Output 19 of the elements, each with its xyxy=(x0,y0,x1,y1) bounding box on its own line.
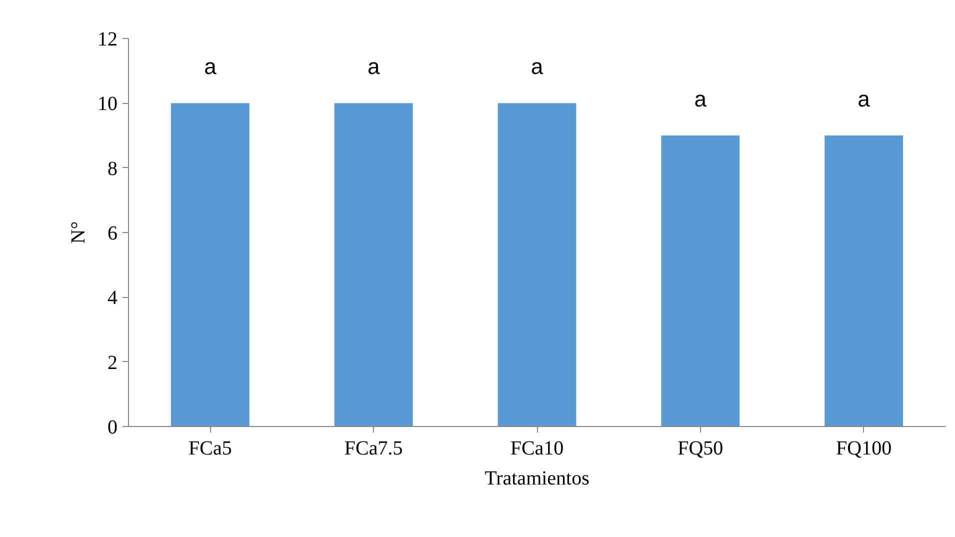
annotation: a xyxy=(694,86,708,112)
x-tick-label: FCa10 xyxy=(510,438,564,460)
annotation: a xyxy=(858,86,871,112)
annotation: a xyxy=(367,54,380,80)
y-tick-label: 8 xyxy=(108,158,118,180)
x-tick-label: FQ100 xyxy=(836,438,892,460)
y-tick-label: 10 xyxy=(98,93,118,116)
annotation: a xyxy=(530,54,544,80)
y-axis-title: N° xyxy=(68,221,90,244)
x-tick-label: FCa5 xyxy=(188,438,232,460)
y-tick-label: 4 xyxy=(108,287,118,310)
y-tick-label: 2 xyxy=(108,352,118,374)
x-tick-label: FQ50 xyxy=(678,438,724,460)
y-tick-label: 12 xyxy=(98,28,118,50)
x-axis-title: Tratamientos xyxy=(484,468,590,490)
y-tick-label: 6 xyxy=(108,222,118,244)
annotation: a xyxy=(204,54,218,80)
x-tick-label: FCa7.5 xyxy=(344,438,403,460)
y-tick-label: 0 xyxy=(108,416,118,438)
